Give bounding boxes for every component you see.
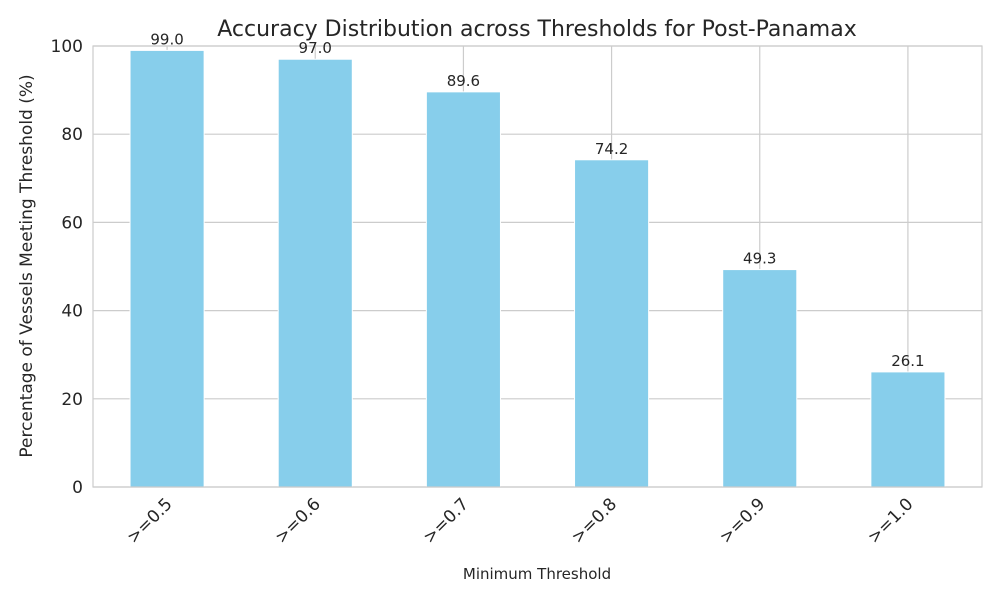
y-tick-label: 100 [51, 37, 83, 57]
x-tick-label: >=0.8 [568, 494, 621, 547]
y-tick-label: 0 [72, 478, 83, 498]
x-tick-label: >=0.7 [420, 494, 473, 547]
bar [425, 91, 501, 488]
x-tick-label: >=0.6 [271, 494, 324, 547]
data-labels: 99.0 97.0 89.6 74.2 49.3 26.1 [150, 30, 924, 369]
plot-background [93, 46, 982, 487]
data-label: 49.3 [743, 250, 776, 268]
x-tick-label: >=0.5 [123, 494, 176, 547]
data-label: 99.0 [150, 30, 183, 48]
y-tick-labels: 0 20 40 60 80 100 [51, 37, 83, 498]
bar [574, 159, 650, 488]
bar [870, 371, 946, 488]
x-tick-label: >=1.0 [864, 494, 917, 547]
y-tick-label: 60 [61, 213, 83, 233]
bar [129, 49, 205, 488]
data-label: 74.2 [595, 140, 628, 158]
y-tick-label: 20 [61, 390, 83, 410]
chart-title: Accuracy Distribution across Thresholds … [217, 17, 857, 42]
x-axis-label: Minimum Threshold [463, 565, 611, 583]
bars [129, 49, 946, 488]
data-label: 97.0 [299, 39, 332, 57]
x-tick-labels: >=0.5 >=0.6 >=0.7 >=0.8 >=0.9 >=1.0 [123, 494, 917, 547]
bar [722, 269, 798, 488]
bar [277, 58, 353, 488]
y-tick-label: 40 [61, 302, 83, 322]
y-tick-label: 80 [61, 125, 83, 145]
data-label: 89.6 [447, 72, 480, 90]
y-axis-label: Percentage of Vessels Meeting Threshold … [17, 74, 37, 457]
plot-frame [92, 45, 983, 488]
data-label: 26.1 [891, 352, 924, 370]
x-tick-label: >=0.9 [716, 494, 769, 547]
